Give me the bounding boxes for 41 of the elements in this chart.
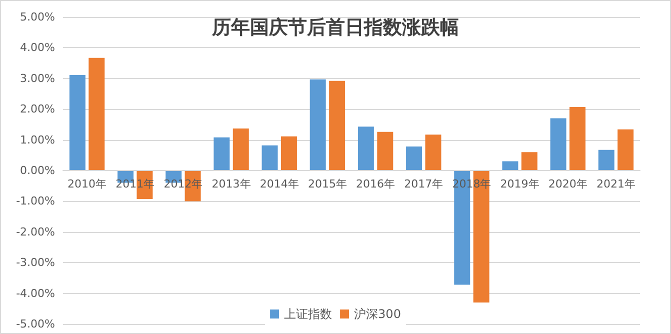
bar [329,80,346,170]
y-tick-label: -2.00% [16,225,55,238]
bar [214,137,230,170]
x-tick-label: 2016年 [356,178,396,190]
legend-label: 上证指数 [284,307,332,321]
y-tick-label: 4.00% [20,41,55,54]
bar [502,161,518,170]
bar [406,146,422,170]
y-tick-label: 5.00% [20,10,55,24]
x-tick-label: 2021年 [596,178,636,190]
bar [358,126,374,170]
y-tick-label: 3.00% [20,72,55,85]
x-tick-label: 2014年 [260,178,299,190]
bar [569,106,586,170]
bar [69,75,86,170]
chart-title: 历年国庆节后首日指数涨跌幅 [211,16,459,38]
y-tick-label: -1.00% [16,194,55,208]
x-tick-label: 2015年 [308,178,347,190]
bar [618,129,634,170]
x-tick-label: 2013年 [212,178,251,190]
bar [425,134,442,170]
x-tick-label: 2019年 [500,178,540,190]
x-tick-label: 2010年 [68,178,107,190]
y-tick-label: 2.00% [20,102,55,116]
x-tick-label: 2017年 [404,178,444,190]
bar [232,128,249,170]
y-tick-label: -3.00% [16,256,55,270]
x-tick-label: 2020年 [548,178,588,190]
bar [598,150,614,170]
y-tick-label: 0.00% [20,164,55,177]
y-tick-label: -5.00% [16,318,55,330]
bar [521,152,538,170]
bar [550,118,566,170]
bar [310,79,326,170]
bar [377,132,394,170]
bar [262,145,278,170]
bar [280,136,297,170]
y-tick-label: 1.00% [20,133,55,146]
bar [88,58,105,170]
legend-label: 沪深300 [354,307,401,321]
y-tick-label: -4.00% [16,286,55,300]
